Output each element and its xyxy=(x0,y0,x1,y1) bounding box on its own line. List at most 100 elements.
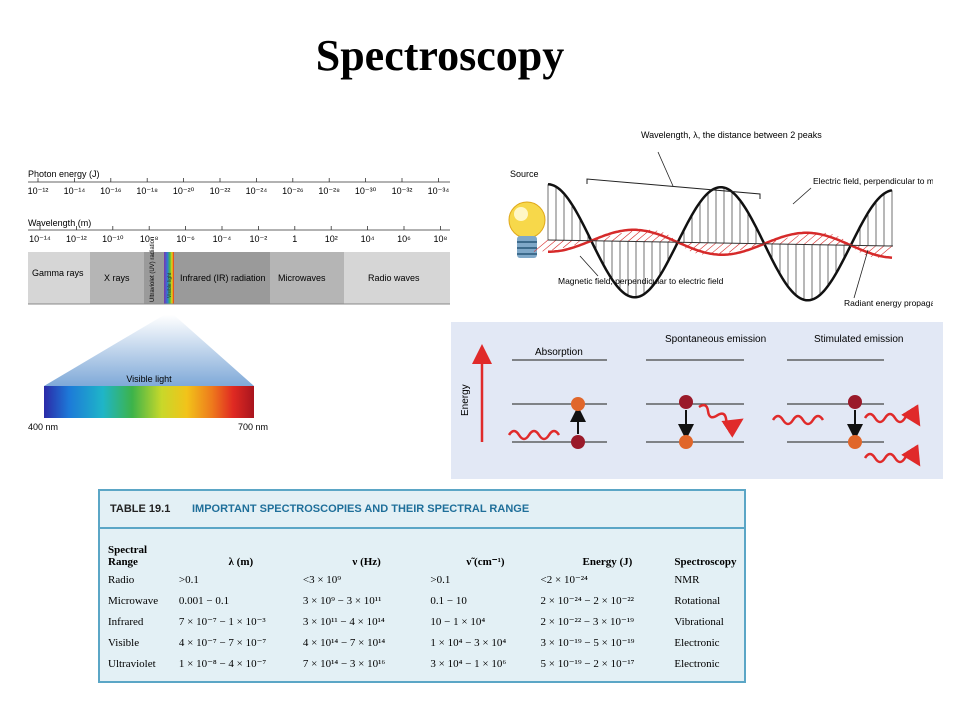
visible-light-label: Visible light xyxy=(126,374,172,384)
table-cell: <2 × 10⁻²⁴ xyxy=(540,574,588,586)
photon-energy-tick-label: 10⁻³⁰ xyxy=(355,186,377,196)
microwave-region xyxy=(270,252,344,304)
wavelength-tick-label: 10⁻¹⁰ xyxy=(102,234,124,244)
photon-energy-tick-label: 10⁻²² xyxy=(210,186,231,196)
source-label: Source xyxy=(510,169,539,179)
visible-light-bar xyxy=(44,386,254,418)
magnetic-field-vector xyxy=(787,235,799,245)
table-row: Ultraviolet 1 × 10⁻⁸ − 4 × 10⁻⁷ 7 × 10¹⁴ −… xyxy=(108,653,744,674)
magnetic-field-vector xyxy=(552,240,565,251)
table-cell: 4 × 10⁻⁷ − 7 × 10⁻⁷ xyxy=(178,637,267,649)
table-cell: 0.001 − 0.1 xyxy=(178,594,230,607)
wavelength-tick-label: 10⁴ xyxy=(361,234,375,244)
propagation-axis xyxy=(547,239,894,247)
table-cell: 3 × 10⁹ − 3 × 10¹¹ xyxy=(302,594,382,607)
radio-region xyxy=(344,252,450,304)
table-cell: 1 × 10⁴ − 3 × 10⁴ xyxy=(430,636,507,649)
energy-transition-diagram: Energy Absorption Spontaneous emission S… xyxy=(451,322,943,479)
magnetic-field-caption: Magnetic field, perpendicular to electri… xyxy=(558,276,724,286)
col-energy: Energy (J) xyxy=(582,556,633,568)
col-spectroscopy: Spectroscopy xyxy=(674,556,737,568)
magnetic-field-vector xyxy=(651,232,664,243)
table-cell: 10 − 1 × 10⁴ xyxy=(430,615,486,628)
table-row: Radio >0.1 <3 × 10⁹ >0.1 <2 × 10⁻²⁴ NMR xyxy=(108,569,744,590)
wavelength-tick-label: 10⁻⁶ xyxy=(176,234,195,244)
table-row: Visible 4 × 10⁻⁷ − 7 × 10⁻⁷ 4 × 10¹⁴ − 7 ×… xyxy=(108,632,744,653)
page-title: Spectroscopy xyxy=(315,31,565,80)
wavelength-caption: Wavelength, λ, the distance between 2 pe… xyxy=(641,130,822,140)
table-cell: Visible xyxy=(108,636,140,649)
photon-energy-tick-label: 10⁻²⁶ xyxy=(282,186,304,196)
table-row: Microwave 0.001 − 0.1 3 × 10⁹ − 3 × 10¹¹ 0.… xyxy=(108,590,744,611)
table-cell: Infrared xyxy=(108,615,144,628)
table-header-bar: TABLE 19.1 IMPORTANT SPECTROSCOPIES AND … xyxy=(100,491,744,529)
magnetic-field-vector xyxy=(795,233,809,245)
em-spectrum-diagram: Photon energy (J) 10⁻¹² 10⁻¹⁴ 10⁻¹⁶ 10⁻¹⁸ 10… xyxy=(28,169,450,432)
col-wavenumber: ν̃ (cm⁻¹) xyxy=(466,556,505,568)
table-cell: 3 × 10⁻¹⁹ − 5 × 10⁻¹⁹ xyxy=(540,637,635,649)
table-cell: NMR xyxy=(674,573,700,586)
region-radio: Radio waves xyxy=(368,273,420,283)
magnetic-field-vector xyxy=(859,245,869,253)
absorption-transition xyxy=(507,397,586,449)
table-cell: Radio xyxy=(108,573,135,586)
table-cell: Rotational xyxy=(674,594,721,607)
col-frequency: ν (Hz) xyxy=(352,556,381,568)
magnetic-field-vector xyxy=(574,240,581,246)
wavelength-caption-text: Wavelength, λ, the distance between 2 pe… xyxy=(641,130,822,140)
magnetic-field-vector xyxy=(603,235,611,242)
panel-absorption-label: Absorption xyxy=(535,347,583,358)
magnetic-field-vector xyxy=(562,240,573,249)
photon-energy-tick-label: 10⁻³⁴ xyxy=(428,186,450,196)
table-caption: IMPORTANT SPECTROSCOPIES AND THEIR SPECT… xyxy=(192,503,530,515)
electric-field-caption: Electric field, perpendicular to magneti… xyxy=(813,176,933,186)
magnetic-field-vector xyxy=(771,240,777,245)
table-cell: Vibrational xyxy=(674,615,724,628)
energy-axis-label: Energy xyxy=(460,384,471,416)
magnetic-field-vector xyxy=(779,237,788,245)
magnetic-field-vector xyxy=(835,238,844,246)
ir-region xyxy=(174,252,270,304)
magnetic-field-vector xyxy=(689,242,701,252)
table-cell: >0.1 xyxy=(430,573,451,586)
photon-energy-tick-label: 10⁻¹² xyxy=(28,186,49,196)
photon-energy-tick-label: 10⁻³² xyxy=(392,186,413,196)
magnetic-field-vector xyxy=(827,236,839,246)
magnetic-field-vector xyxy=(533,239,549,252)
gamma-region xyxy=(28,252,90,304)
region-gamma: Gamma rays xyxy=(32,268,84,278)
col-wavelength: λ (m) xyxy=(228,556,254,568)
table-cell: Electronic xyxy=(674,657,720,670)
wavelength-tick-label: 10⁻¹⁴ xyxy=(29,234,51,244)
magnetic-field-curve xyxy=(548,228,893,259)
col-spectral-range: Spectral Range xyxy=(108,544,148,568)
region-visible-vertical: Visible light xyxy=(167,272,173,298)
visible-zoom-beam xyxy=(44,315,254,386)
panel-stimulated-text: Stimulated emission xyxy=(814,334,903,345)
table-number: TABLE 19.1 xyxy=(110,503,171,515)
table-cell: Ultraviolet xyxy=(108,657,156,670)
wavelength-tick-label: 1 xyxy=(292,234,297,244)
table-cell: 3 × 10⁴ − 1 × 10⁶ xyxy=(430,657,507,670)
electric-field-curve xyxy=(547,182,893,302)
region-microwaves: Microwaves xyxy=(278,273,326,283)
table-cell: 5 × 10⁻¹⁹ − 2 × 10⁻¹⁷ xyxy=(540,658,635,670)
panel-spontaneous-label: Spontaneous emission xyxy=(665,334,766,345)
region-uv: Ultraviolet (UV) radiation xyxy=(150,237,156,302)
photon-energy-tick-label: 10⁻¹⁶ xyxy=(100,186,122,196)
magnetic-field-vector xyxy=(718,242,733,255)
wavelength-tick-label: 10⁸ xyxy=(433,234,447,244)
table-cell: 4 × 10¹⁴ − 7 × 10¹⁴ xyxy=(302,636,386,649)
energy-panel-bg xyxy=(451,322,943,479)
table-cell: 2 × 10⁻²² − 3 × 10⁻¹⁹ xyxy=(540,616,634,628)
wavelength-tick-label: 10² xyxy=(325,234,338,244)
wavelength-tick-label: 10⁻² xyxy=(250,234,268,244)
spontaneous-transition xyxy=(678,395,744,449)
visible-max-label: 700 nm xyxy=(238,422,268,432)
table-cell: 0.1 − 10 xyxy=(430,594,467,607)
wavelength-bracket xyxy=(586,178,761,199)
magnetic-field-vector xyxy=(542,239,557,252)
light-bulb-icon xyxy=(508,201,546,258)
magnetic-field-vector xyxy=(611,232,622,242)
table-row: Infrared 7 × 10⁻⁷ − 1 × 10⁻³ 3 × 10¹¹ − 4 … xyxy=(108,611,744,632)
